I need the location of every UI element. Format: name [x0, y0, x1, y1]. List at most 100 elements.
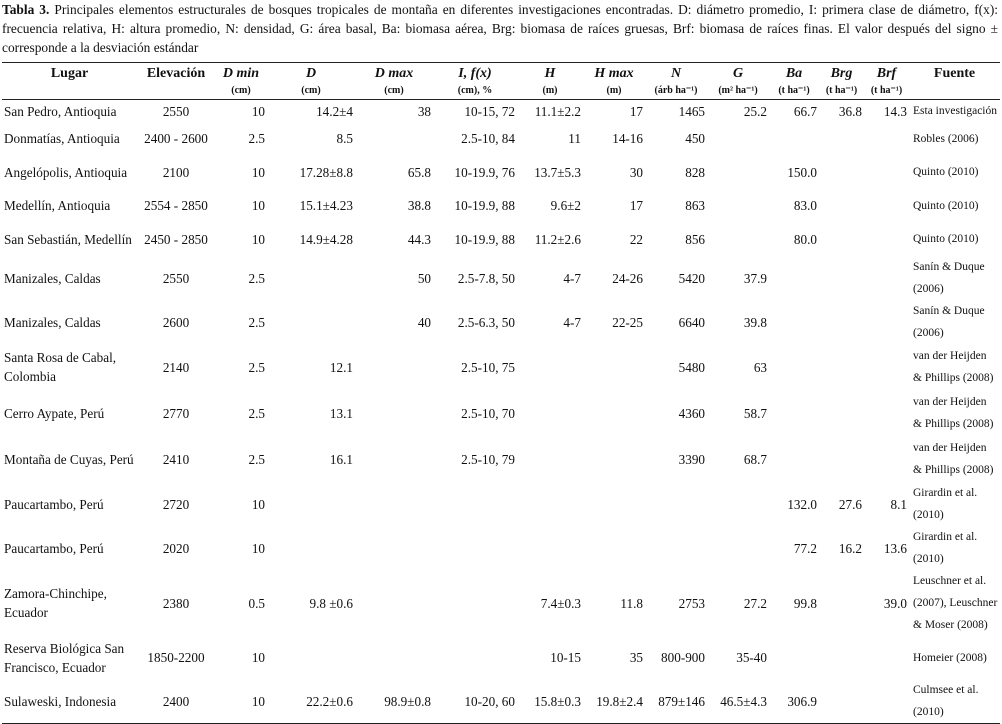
value-cell: 10	[251, 540, 265, 556]
value-cell	[645, 526, 707, 570]
place-cell: Paucartambo, Perú	[4, 540, 104, 556]
value-cell	[707, 222, 769, 256]
column-header-label: N	[670, 66, 682, 81]
column-header-unit: (cm)	[301, 85, 321, 96]
column-header: Brg (t ha⁻¹)	[819, 63, 864, 100]
value-cell: 22	[629, 231, 643, 247]
value-cell: 10	[251, 496, 265, 512]
value-cell: 22.2±0.6	[306, 693, 353, 709]
source-cell: Culmsee et al. (2010)	[913, 684, 979, 718]
value-cell: 2770	[162, 405, 190, 421]
value-cell	[769, 436, 819, 482]
value-cell	[819, 390, 864, 436]
column-header: N (árb ha⁻¹)	[645, 63, 707, 100]
value-cell: 2753	[678, 595, 705, 611]
value-cell	[864, 390, 909, 436]
value-cell: 99.8	[793, 595, 817, 611]
column-header-unit: (m² ha⁻¹)	[718, 85, 758, 96]
table-row: Medellín, Antioquia 2554 - 2850 10 15.1±4.2…	[2, 189, 1000, 222]
column-header-label: H	[544, 66, 556, 81]
value-cell: 27.6	[838, 496, 862, 512]
source-cell: van der Heijden & Phillips (2008)	[913, 442, 994, 476]
value-cell: 3390	[678, 451, 705, 467]
value-cell	[355, 122, 433, 155]
value-cell: 46.5±4.3	[720, 693, 767, 709]
value-cell: 25.2	[743, 103, 767, 119]
column-header: D min (cm)	[215, 63, 267, 100]
value-cell	[355, 526, 433, 570]
column-header-label: D min	[222, 66, 260, 81]
place-cell: Sulaweski, Indonesia	[4, 693, 117, 709]
value-cell	[583, 526, 645, 570]
value-cell	[267, 482, 355, 526]
column-header-label: I, f(x)	[458, 66, 492, 81]
source-cell: van der Heijden & Phillips (2008)	[913, 396, 994, 430]
column-header: Lugar	[2, 63, 137, 100]
source-cell: Homeier (2008)	[913, 651, 987, 664]
value-cell: 2.5-10, 79	[461, 451, 515, 467]
column-header-label: Lugar	[50, 66, 89, 81]
value-cell	[819, 300, 864, 344]
value-cell: 58.7	[743, 405, 767, 421]
value-cell: 2380	[162, 595, 190, 611]
value-cell: 2.5-10, 75	[461, 359, 515, 375]
value-cell: 11.1±2.2	[534, 103, 581, 119]
table-row: Cerro Aypate, Perú 2770 2.5 13.1 2.5-10, 70 4…	[2, 390, 1000, 436]
value-cell	[864, 256, 909, 300]
column-header-unit: (m)	[542, 85, 558, 96]
value-cell	[864, 436, 909, 482]
value-cell: 10	[251, 231, 265, 247]
value-cell: 2.5-6.3, 50	[457, 314, 515, 330]
value-cell	[355, 344, 433, 390]
value-cell: 10-15	[550, 650, 581, 665]
value-cell	[707, 122, 769, 155]
value-cell: 9.6±2	[550, 198, 581, 213]
value-cell	[583, 390, 645, 436]
column-header-label: Brg	[830, 66, 853, 81]
value-cell: 30	[629, 164, 643, 180]
place-cell: San Pedro, Antioquia	[4, 103, 117, 119]
value-cell: 15.1±4.23	[299, 198, 353, 213]
source-cell: Sanín & Duque (2006)	[913, 261, 985, 295]
value-cell: 10-19.9, 88	[454, 231, 515, 247]
value-cell: 16.1	[329, 451, 353, 467]
value-cell: 2550	[162, 270, 190, 286]
value-cell: 11.2±2.6	[534, 231, 581, 247]
table-header-row: Lugar Elevación D min (cm) D (cm) D max (cm) I, …	[2, 62, 1000, 100]
value-cell: 2400	[162, 693, 190, 709]
value-cell: 306.9	[787, 693, 817, 709]
place-cell: Santa Rosa de Cabal, Colombia	[4, 350, 117, 384]
value-cell	[819, 679, 864, 724]
value-cell: 10	[251, 164, 265, 180]
column-header: H (m)	[517, 63, 583, 100]
column-header-unit: (cm)	[384, 85, 404, 96]
value-cell: 4360	[678, 405, 705, 421]
value-cell: 35	[629, 650, 643, 665]
column-header: Brf (t ha⁻¹)	[864, 63, 909, 100]
value-cell: 39.8	[743, 314, 767, 330]
place-cell: Paucartambo, Perú	[4, 496, 104, 512]
value-cell: 40	[417, 314, 431, 330]
value-cell: 10-15, 72	[464, 103, 515, 119]
value-cell	[864, 155, 909, 189]
source-cell: van der Heijden & Phillips (2008)	[913, 350, 994, 384]
value-cell: 14.3	[883, 103, 907, 119]
value-cell: 2.5	[248, 451, 265, 467]
value-cell: 13.7±5.3	[534, 164, 581, 180]
source-cell: Quinto (2010)	[913, 166, 979, 178]
value-cell: 10	[251, 693, 265, 709]
value-cell	[355, 636, 433, 679]
value-cell	[355, 390, 433, 436]
structure-table: Lugar Elevación D min (cm) D (cm) D max (cm) I, …	[2, 62, 1000, 724]
value-cell	[819, 222, 864, 256]
table-row: Reserva Biológica San Francisco, Ecuador…	[2, 636, 1000, 679]
column-header: D max (cm)	[355, 63, 433, 100]
column-header-label: G	[732, 66, 744, 81]
value-cell: 98.9±0.8	[384, 693, 431, 709]
value-cell	[864, 344, 909, 390]
value-cell	[517, 390, 583, 436]
value-cell	[267, 636, 355, 679]
column-header-unit: (t ha⁻¹)	[778, 85, 810, 96]
column-header-label: D max	[374, 66, 414, 81]
value-cell: 2.5-7.8, 50	[457, 270, 515, 286]
